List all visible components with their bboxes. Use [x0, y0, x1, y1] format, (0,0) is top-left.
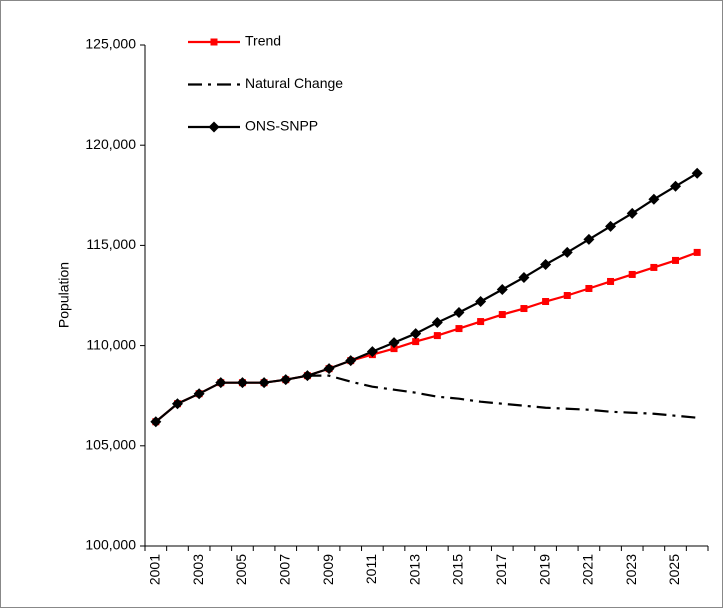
data-point — [496, 283, 508, 295]
data-point — [626, 207, 638, 219]
x-tick-label: 2013 — [406, 554, 422, 585]
x-tick-label: 2017 — [493, 554, 509, 585]
data-point — [518, 271, 530, 283]
y-axis-label: Population — [56, 262, 72, 328]
data-point — [605, 220, 617, 232]
data-point — [583, 233, 595, 245]
y-tick-label: 125,000 — [85, 36, 136, 52]
data-point — [388, 337, 400, 349]
legend-marker — [210, 38, 218, 46]
data-point — [301, 370, 313, 382]
x-tick-label: 2001 — [147, 554, 163, 585]
legend-label: Natural Change — [245, 75, 343, 91]
x-tick-label: 2019 — [536, 554, 552, 585]
data-point — [171, 398, 183, 410]
data-point — [691, 167, 703, 179]
data-point — [455, 325, 463, 333]
data-point — [607, 277, 615, 285]
data-point — [258, 377, 270, 389]
data-point — [410, 328, 422, 340]
x-tick-label: 2015 — [450, 554, 466, 585]
legend-label: ONS-SNPP — [245, 118, 318, 134]
x-tick-label: 2021 — [580, 554, 596, 585]
x-tick-label: 2009 — [320, 554, 336, 585]
data-point — [412, 338, 420, 346]
data-point — [323, 363, 335, 375]
y-tick-label: 120,000 — [85, 136, 136, 152]
data-point — [540, 258, 552, 270]
y-tick-label: 105,000 — [85, 437, 136, 453]
data-point — [498, 311, 506, 319]
data-point — [628, 270, 636, 278]
data-point — [453, 307, 465, 319]
x-tick-label: 2007 — [276, 554, 292, 585]
data-point — [561, 246, 573, 258]
data-point — [563, 292, 571, 299]
data-point — [693, 248, 701, 256]
data-point — [648, 193, 660, 205]
series-line — [307, 374, 698, 419]
data-point — [345, 355, 357, 367]
x-tick-label: 2003 — [190, 554, 206, 585]
data-point — [193, 388, 205, 400]
data-point — [477, 318, 485, 326]
y-tick-label: 100,000 — [85, 537, 136, 553]
y-tick-label: 110,000 — [86, 336, 136, 352]
data-point — [390, 345, 398, 353]
x-tick-label: 2005 — [233, 554, 249, 585]
data-point — [650, 263, 658, 271]
y-tick-label: 115,000 — [86, 236, 136, 252]
legend-marker — [208, 121, 220, 133]
data-point — [366, 346, 378, 358]
data-point — [670, 180, 682, 192]
data-point — [542, 298, 550, 306]
data-point — [520, 305, 528, 313]
data-point — [475, 296, 487, 308]
data-point — [150, 416, 162, 428]
x-tick-label: 2025 — [666, 554, 682, 585]
data-point — [280, 374, 292, 386]
x-tick-label: 2011 — [363, 554, 379, 584]
data-point — [433, 332, 441, 340]
x-tick-label: 2023 — [623, 554, 639, 585]
data-point — [672, 256, 680, 264]
legend-label: Trend — [245, 33, 281, 49]
data-point — [585, 284, 593, 292]
data-point — [431, 317, 443, 329]
data-point — [236, 377, 248, 389]
data-point — [215, 377, 227, 389]
